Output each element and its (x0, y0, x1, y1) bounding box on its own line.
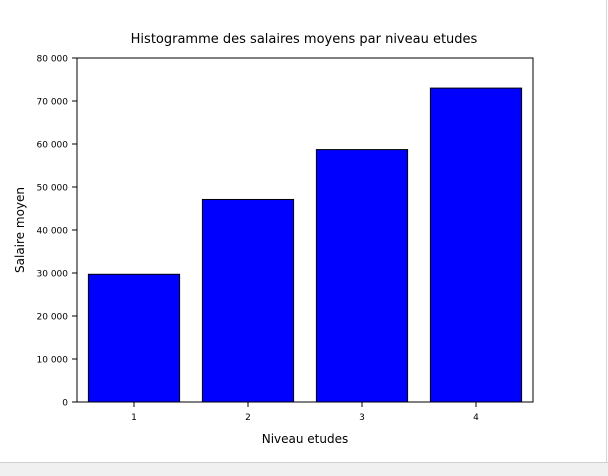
window-edge (606, 0, 607, 462)
bar-4 (429, 87, 523, 403)
chart-title: Histogramme des salaires moyens par nive… (131, 32, 478, 47)
bar-3 (315, 149, 409, 403)
x-tick-label: 1 (131, 413, 137, 423)
y-axis-label: Salaire moyen (13, 187, 27, 273)
chart-figure: Histogramme des salaires moyens par nive… (13, 32, 534, 446)
bar-1 (87, 273, 181, 403)
y-tick-label: 20 000 (37, 313, 69, 323)
x-tick-label: 4 (473, 413, 479, 423)
y-tick-label: 70 000 (37, 98, 69, 108)
x-tick-label: 2 (245, 413, 251, 423)
x-tick-label: 3 (359, 413, 365, 423)
bar-chart: Histogramme des salaires moyens par nive… (13, 32, 534, 446)
y-tick-label: 50 000 (37, 184, 69, 194)
y-tick-label: 60 000 (37, 141, 69, 151)
y-tick-label: 30 000 (37, 270, 69, 280)
y-tick-label: 80 000 (37, 55, 69, 65)
x-axis-label: Niveau etudes (262, 432, 349, 446)
y-tick-label: 10 000 (37, 356, 69, 366)
bar-2 (201, 198, 295, 403)
plot-area: 0 10 000 20 000 30 000 40 000 50 000 60 000 70 … (37, 55, 534, 423)
y-tick-label: 0 (62, 399, 68, 409)
status-bar (0, 462, 608, 476)
y-tick-label: 40 000 (37, 227, 69, 237)
